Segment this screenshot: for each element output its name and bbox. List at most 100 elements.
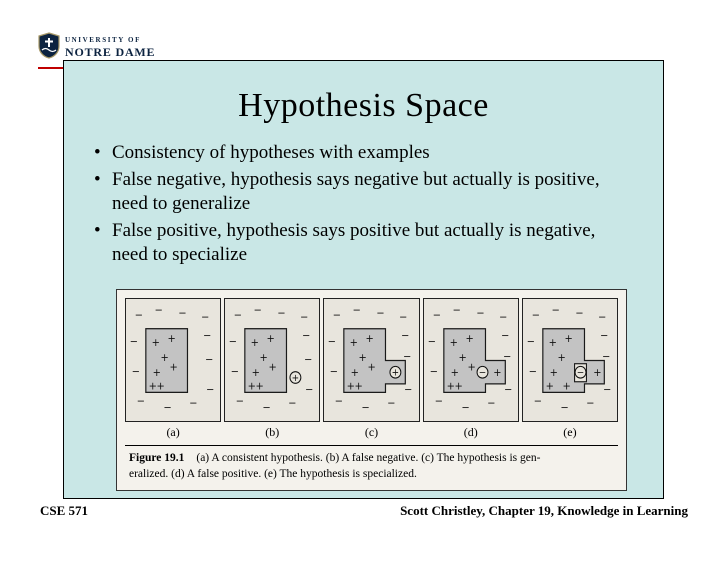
bullet-item: False positive, hypothesis says positive… — [90, 219, 611, 267]
svg-text:−: − — [362, 402, 370, 414]
svg-text:−: − — [527, 336, 535, 348]
svg-text:−: − — [388, 397, 396, 409]
bullet-item: Consistency of hypotheses with examples — [90, 141, 611, 165]
svg-text:+: + — [593, 367, 601, 379]
svg-text:−: − — [503, 351, 511, 363]
svg-text:−: − — [333, 309, 341, 321]
svg-text:−: − — [478, 367, 485, 378]
svg-text:+: + — [392, 367, 399, 378]
svg-text:−: − — [135, 309, 143, 321]
slide-title: Hypothesis Space — [238, 87, 489, 124]
svg-text:−: − — [427, 336, 435, 348]
svg-text:+: + — [355, 380, 363, 392]
svg-text:+: + — [161, 352, 169, 364]
svg-text:−: − — [155, 304, 163, 316]
svg-text:−: − — [353, 304, 361, 316]
figure-caption-divider — [125, 445, 618, 446]
logo-university-of: UNIVERSITY OF — [65, 36, 141, 44]
svg-text:−: − — [203, 329, 211, 341]
svg-text:+: + — [549, 367, 557, 379]
svg-text:−: − — [263, 402, 271, 414]
svg-text:+: + — [557, 352, 565, 364]
figure-caption-line2: eralized. (d) A false positive. (e) The … — [129, 468, 417, 481]
svg-text:−: − — [532, 309, 540, 321]
figure-panels: − − − − − − − − − − − − + + + + + + + − − − − − − − − − − − − + + + + + + + + −… — [125, 298, 619, 422]
logo-notre-dame: NOTRE DAME — [65, 45, 156, 59]
svg-text:−: − — [434, 395, 442, 407]
figure-panel-label-e: (e) — [563, 425, 577, 439]
svg-text:−: − — [330, 366, 338, 378]
svg-text:−: − — [577, 367, 584, 378]
svg-text:−: − — [560, 402, 568, 414]
svg-text:+: + — [169, 361, 177, 373]
svg-text:+: + — [292, 373, 299, 384]
slide-footer: CSE 571 Scott Christley, Chapter 19, Kno… — [40, 503, 688, 519]
svg-text:+: + — [260, 352, 268, 364]
svg-text:−: − — [487, 397, 495, 409]
svg-text:+: + — [454, 380, 462, 392]
svg-text:+: + — [157, 380, 165, 392]
svg-text:−: − — [598, 311, 606, 323]
figure-panel-e: − − − − − − − − − − − − + + + + + + + − — [521, 298, 619, 422]
svg-text:+: + — [366, 333, 374, 345]
svg-text:+: + — [545, 380, 553, 392]
svg-text:+: + — [248, 380, 256, 392]
figure-caption: Figure 19.1 (a) A consistent hypothesis. … — [125, 450, 618, 484]
svg-text:−: − — [402, 329, 410, 341]
svg-text:−: − — [429, 366, 437, 378]
svg-text:−: − — [432, 309, 440, 321]
svg-text:+: + — [467, 361, 475, 373]
figure-panel-a: − − − − − − − − − − − − + + + + + + + — [125, 298, 222, 422]
svg-text:−: − — [288, 397, 296, 409]
footer-credit: Scott Christley, Chapter 19, Knowledge i… — [400, 503, 688, 518]
svg-text:−: − — [504, 384, 512, 396]
figure-caption-line1: (a) A consistent hypothesis. (b) A false… — [196, 452, 541, 464]
svg-text:−: − — [189, 397, 197, 409]
svg-text:+: + — [347, 380, 355, 392]
bullet-list: Consistency of hypotheses with examples … — [90, 141, 611, 267]
svg-text:−: − — [377, 307, 385, 319]
figure-panel-b: − − − − − − − − − − − − + + + + + + + + — [224, 298, 321, 422]
svg-text:−: − — [534, 395, 542, 407]
figure-panel-label-d: (d) — [463, 425, 478, 439]
figure-panel-label-b: (b) — [265, 425, 280, 439]
svg-text:+: + — [152, 337, 160, 349]
svg-text:−: − — [575, 307, 583, 319]
svg-text:−: − — [130, 336, 138, 348]
svg-text:+: + — [153, 367, 161, 379]
svg-text:+: + — [256, 380, 264, 392]
figure-panel-labels: (a) (b) (c) (d) (e) — [125, 425, 618, 440]
svg-text:+: + — [252, 367, 260, 379]
svg-text:+: + — [351, 367, 359, 379]
svg-text:−: − — [201, 311, 209, 323]
svg-text:+: + — [449, 337, 457, 349]
svg-text:−: − — [405, 384, 413, 396]
svg-text:+: + — [167, 333, 175, 345]
svg-text:−: − — [205, 354, 213, 366]
svg-text:−: − — [551, 304, 559, 316]
svg-text:−: − — [501, 329, 509, 341]
svg-text:+: + — [450, 367, 458, 379]
svg-text:−: − — [335, 395, 343, 407]
svg-text:−: − — [452, 304, 460, 316]
svg-text:+: + — [359, 352, 367, 364]
slide: Hypothesis Space Consistency of hypothes… — [63, 60, 664, 499]
svg-text:+: + — [465, 333, 473, 345]
svg-text:−: − — [254, 304, 262, 316]
svg-text:+: + — [548, 337, 556, 349]
footer-course: CSE 571 — [40, 503, 89, 518]
svg-text:−: − — [461, 402, 469, 414]
svg-text:+: + — [493, 367, 501, 379]
svg-text:−: − — [163, 402, 171, 414]
svg-text:−: − — [603, 384, 611, 396]
svg-text:−: − — [600, 329, 608, 341]
svg-text:−: − — [400, 311, 408, 323]
svg-text:+: + — [368, 361, 376, 373]
svg-text:−: − — [137, 395, 145, 407]
svg-text:−: − — [529, 366, 537, 378]
logo-wordmark: UNIVERSITY OF NOTRE DAME — [65, 36, 155, 60]
figure-19-1: − − − − − − − − − − − − + + + + + + + − − − − − − − − − − − − + + + + + + + + −… — [116, 289, 627, 492]
svg-text:−: − — [305, 384, 313, 396]
svg-text:+: + — [562, 380, 570, 392]
